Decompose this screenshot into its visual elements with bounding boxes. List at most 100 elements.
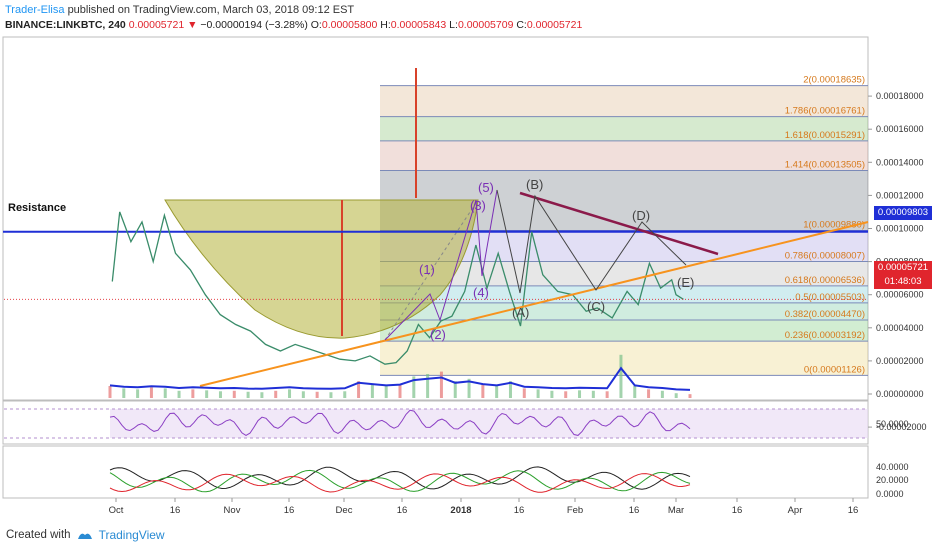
symbol-info: BINANCE:LINKBTC, 240 0.00005721 ▼ −0.000… [5,19,582,31]
wave-label-3: (3) [470,198,486,213]
triangle-upper-line [519,191,719,256]
volume-bar [522,388,526,398]
volume-bar [591,390,595,398]
symbol-label[interactable]: BINANCE:LINKBTC, 240 [5,19,126,31]
volume-bar [136,389,140,398]
fib-zone-0.618 [380,285,868,303]
wave-label-d: (D) [632,208,650,223]
wave-label-c: (C) [587,299,605,314]
fib-label-0: 0(0.00001126) [804,364,865,375]
volume-bar [578,390,582,398]
time-tick-label: 16 [514,505,525,516]
price-tick-label: 0.00000000 [876,389,924,399]
down-arrow-icon: ▼ [187,19,198,31]
high-value: 0.00005843 [390,19,447,31]
price-line [111,211,684,365]
close-label: C: [516,19,527,31]
wave-labels: (1) (2) (3) (4) (5) (A) (B) (C) (D) (E) [419,177,694,342]
fib-zone-0.5 [380,302,868,321]
current-price-tag: 0.00005721 [874,261,932,275]
resistance-label: Resistance [8,202,66,214]
volume-bar [260,392,264,398]
wave-label-e: (E) [677,275,694,290]
time-tick-label: 16 [284,505,295,516]
resistance-price-tag: 0.00009803 [874,206,932,220]
close-value: 0.00005721 [526,19,583,31]
published-text: published on TradingView.com, March 03, … [67,4,355,16]
open-label: O: [310,19,322,31]
osc-tick-0: 0.0000 [876,489,904,499]
correction-path [496,189,687,294]
osc-pane-frame [2,445,869,499]
adx-line [109,466,691,490]
volume-bar [426,374,430,398]
plus-di-line [109,469,691,493]
wave-label-b: (B) [526,177,543,192]
volume-bar [163,388,167,398]
fib-zone-1.786 [380,116,868,141]
price-tick-label: 0.00018000 [876,91,924,101]
price-tick-label: 0.00016000 [876,124,924,134]
price-tick-label: 0.00002000 [876,356,924,366]
price-series [4,211,868,365]
tradingview-link[interactable]: TradingView [98,528,165,542]
high-label: H: [380,19,391,31]
fib-label-0.382: 0.382(0.00004470) [785,309,865,320]
volume-bar [605,391,609,398]
time-tick-label: Apr [788,505,803,516]
rsi-line [109,409,691,436]
price-change: −0.00000194 (−3.28%) [200,19,308,31]
wave-path [384,189,498,341]
wave-label-1: (1) [419,262,435,277]
volume-bar [550,390,554,398]
fib-label-0.5: 0.5(0.00005503) [795,292,865,303]
low-label: L: [449,19,458,31]
volume-bar [370,383,374,398]
volume-bar [288,389,292,398]
volume-bar [674,393,678,398]
created-with-text: Created with [6,529,71,541]
price-tick-label: -0.00002000 [876,422,927,432]
volume-bar [633,386,637,398]
footer: Created with TradingView [6,528,165,542]
wave-label-4: (4) [473,285,489,300]
time-tick-label: Mar [668,505,684,516]
fib-label-1.414: 1.414(0.00013505) [785,159,865,170]
time-tick-label: 16 [397,505,408,516]
volume-bar [329,392,333,398]
fib-label-0.236: 0.236(0.00003192) [785,330,865,341]
volume-series [108,354,692,398]
tradingview-logo-icon [77,533,92,539]
fib-label-1: 1(0.00009880) [803,219,865,230]
fib-label-1.618: 1.618(0.00015291) [785,130,865,141]
open-value: 0.00005800 [321,19,378,31]
volume-bar [536,389,540,398]
volume-bar [467,378,471,398]
volume-bar [232,390,236,398]
volume-bar [122,388,126,398]
fib-label-0.618: 0.618(0.00006536) [785,275,865,286]
wave-label-a: (A) [512,305,529,320]
last-price: 0.00005721 [128,19,185,31]
volume-bar [301,391,305,398]
volume-bar [688,394,692,398]
time-tick-label: Dec [336,505,353,516]
time-tick-label: 16 [848,505,859,516]
time-tick-label: 16 [170,505,181,516]
dashed-projection [384,199,479,341]
time-axis[interactable]: Oct 16 Nov 16 Dec 16 2018 16 Feb 16 Mar 16 Apr 16 [109,498,859,516]
time-tick-label: Oct [109,505,124,516]
main-pane-frame [2,36,869,401]
time-tick-label: Nov [224,505,241,516]
volume-bar [191,389,195,398]
volume-bar [205,390,209,398]
fib-label-1.786: 1.786(0.00016761) [785,106,865,117]
trend-support-line [199,221,869,387]
volume-bar [357,381,361,398]
volume-bar [647,389,651,398]
volume-bar [246,391,250,398]
volume-bar [274,390,278,398]
fib-zone-0.236 [380,341,868,376]
author-link[interactable]: Trader-Elisa [5,4,65,16]
